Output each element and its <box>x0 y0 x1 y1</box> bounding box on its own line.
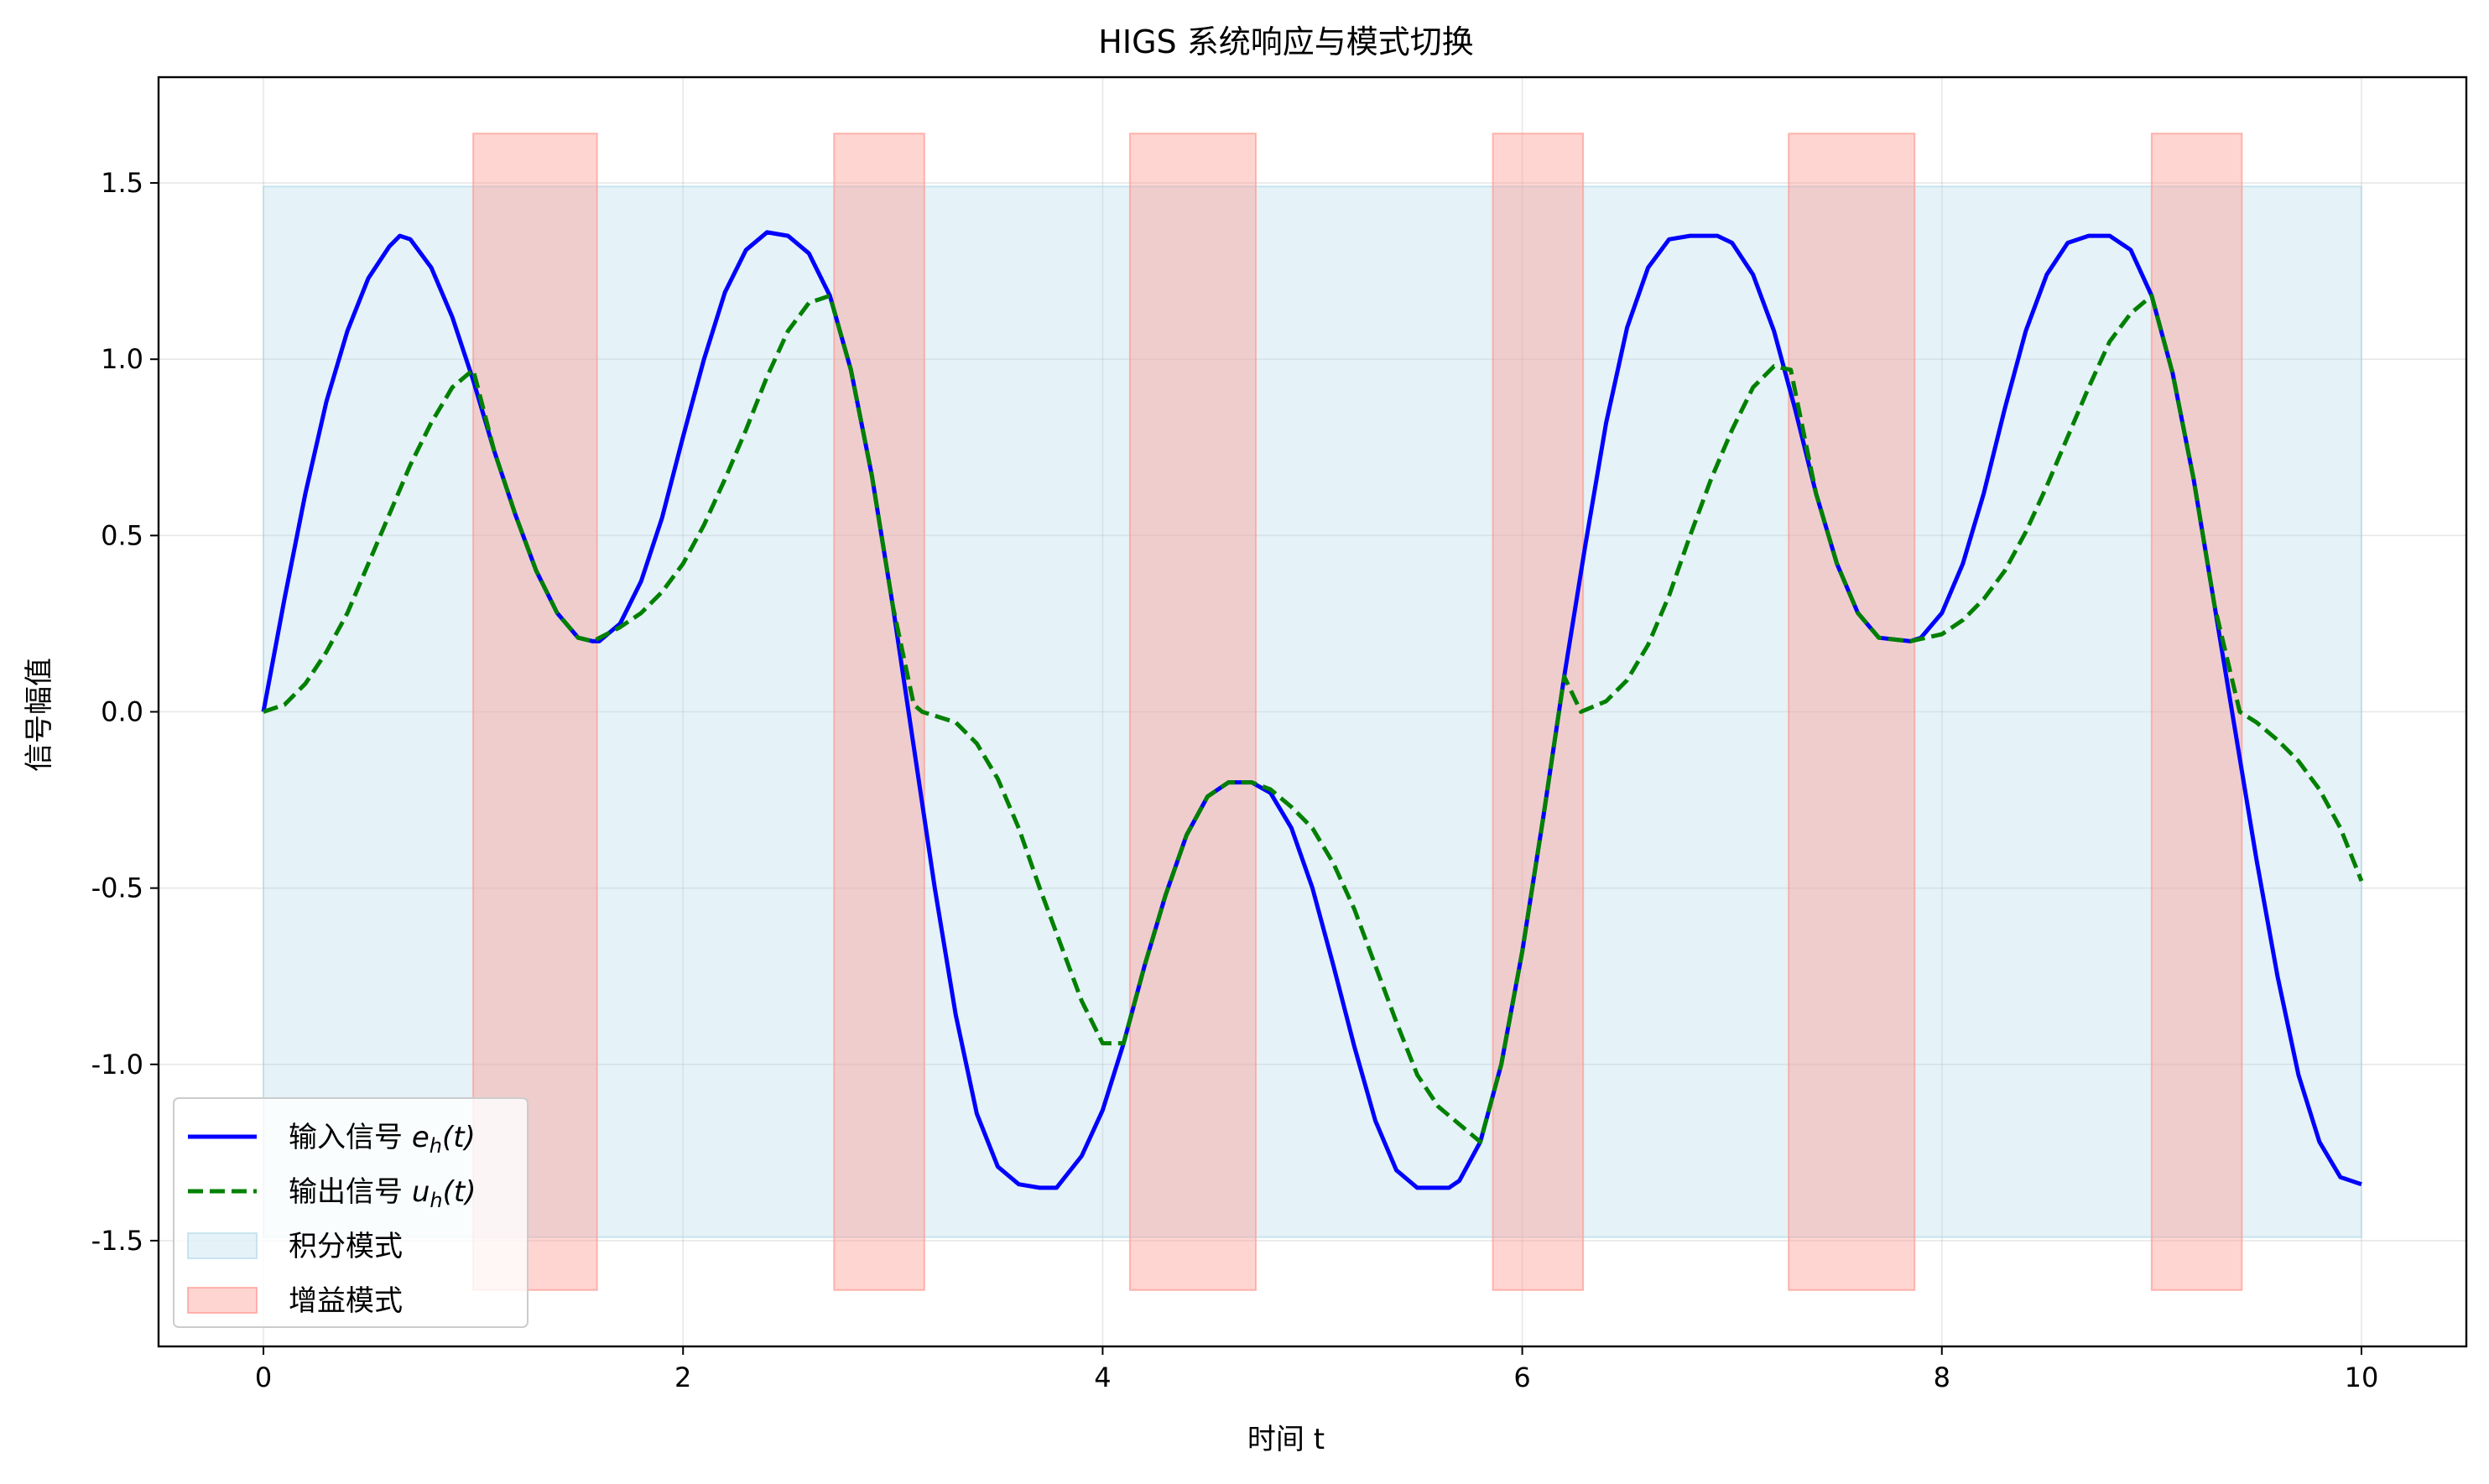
y-tick-label-6: -1.5 <box>91 1225 143 1257</box>
series-line-0 <box>261 230 2362 1190</box>
chart-title: HIGS 系统响应与模式切换 <box>1098 23 1473 60</box>
region-1-span-1 <box>833 133 925 1291</box>
legend-box <box>173 1097 529 1328</box>
region-1-span-4 <box>1788 133 1916 1291</box>
y-tick-label-4: -0.5 <box>91 872 143 904</box>
legend-label-2: 积分模式 <box>289 1230 403 1263</box>
legend-label-1: 输出信号 uh(t) <box>289 1175 476 1212</box>
x-tick-label-3: 6 <box>1513 1362 1530 1393</box>
y-tick-label-1: 1.0 <box>101 343 143 375</box>
x-tick-label-1: 2 <box>674 1362 691 1393</box>
legend-swatch-2 <box>187 1232 258 1259</box>
plot-area: 0 2 4 6 8 10 1.5 1.0 0.5 0.0 -0.5 -1.0 -1.5 <box>91 76 2468 1393</box>
region-1-span-5 <box>2150 133 2243 1291</box>
legend-label-3: 增益模式 <box>289 1284 403 1318</box>
y-tick-label-3: 0.0 <box>101 696 143 728</box>
region-1-span-3 <box>1492 133 1585 1291</box>
region-1-span-2 <box>1128 133 1257 1291</box>
y-tick-label-2: 0.5 <box>101 519 143 551</box>
y-tick-label-5: -1.0 <box>91 1049 143 1080</box>
x-tick-label-0: 0 <box>255 1362 272 1393</box>
legend-swatch-3 <box>187 1287 258 1314</box>
x-tick-label-5: 10 <box>2345 1362 2379 1393</box>
x-tick-label-4: 8 <box>1934 1362 1950 1393</box>
region-0-span-0 <box>263 185 2362 1238</box>
x-tick-label-2: 4 <box>1094 1362 1111 1393</box>
series-line-1 <box>263 294 2364 1144</box>
x-axis-label: 时间 t <box>1247 1423 1325 1456</box>
y-tick-label-0: 1.5 <box>101 167 143 199</box>
y-axis-label: 信号幅值 <box>23 658 56 772</box>
legend-label-0: 输入信号 eh(t) <box>289 1121 476 1158</box>
